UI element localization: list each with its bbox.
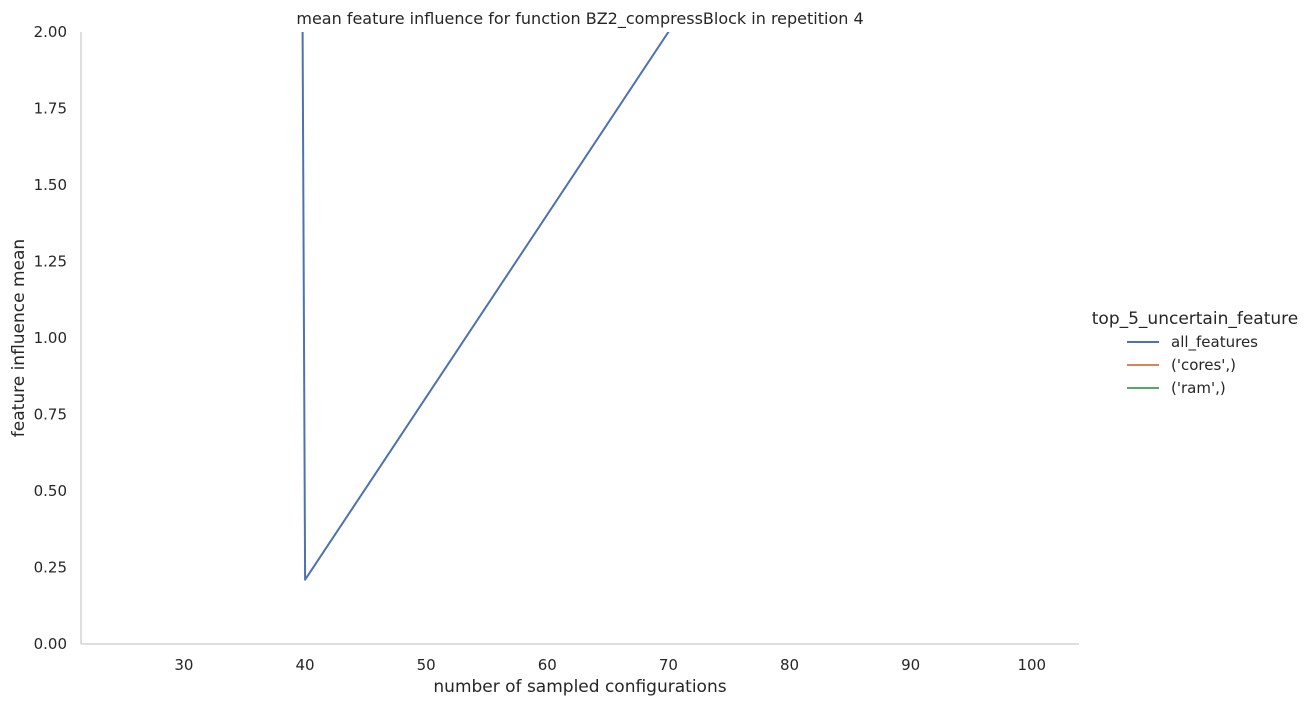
legend-label: all_features xyxy=(1171,333,1258,352)
y-tick-label: 0.50 xyxy=(34,482,67,500)
legend-items: all_features ('cores',) ('ram',) xyxy=(1127,333,1258,397)
legend: top_5_uncertain_feature all_features ('co… xyxy=(1092,309,1298,397)
x-tick-label: 30 xyxy=(174,656,193,674)
legend-title: top_5_uncertain_feature xyxy=(1092,309,1298,329)
y-tick-label: 0.25 xyxy=(34,559,67,577)
x-tick-labels: 30 40 50 60 70 80 90 100 xyxy=(174,656,1046,674)
y-tick-label: 1.50 xyxy=(34,176,67,194)
y-tick-label: 1.75 xyxy=(34,100,67,118)
x-tick-label: 50 xyxy=(417,656,436,674)
y-tick-label: 1.00 xyxy=(34,329,67,347)
x-tick-label: 70 xyxy=(659,656,678,674)
x-axis-label: number of sampled configurations xyxy=(433,677,726,697)
series-line xyxy=(301,32,670,581)
y-tick-label: 1.25 xyxy=(34,253,67,271)
y-tick-labels: 0.00 0.25 0.50 0.75 1.00 1.25 1.50 1.75 2.00 xyxy=(34,23,67,653)
x-tick-label: 60 xyxy=(538,656,557,674)
y-tick-label: 0.75 xyxy=(34,406,67,424)
legend-label: ('cores',) xyxy=(1171,356,1236,374)
chart-title: mean feature influence for function BZ2_… xyxy=(296,9,863,29)
x-tick-label: 80 xyxy=(780,656,799,674)
y-tick-label: 2.00 xyxy=(34,23,67,41)
y-tick-label: 0.00 xyxy=(34,635,67,653)
x-tick-label: 90 xyxy=(901,656,920,674)
x-tick-label: 40 xyxy=(296,656,315,674)
series-layer xyxy=(301,32,670,581)
y-axis-label: feature influence mean xyxy=(9,239,29,437)
legend-label: ('ram',) xyxy=(1171,379,1226,397)
x-tick-label: 100 xyxy=(1017,656,1046,674)
